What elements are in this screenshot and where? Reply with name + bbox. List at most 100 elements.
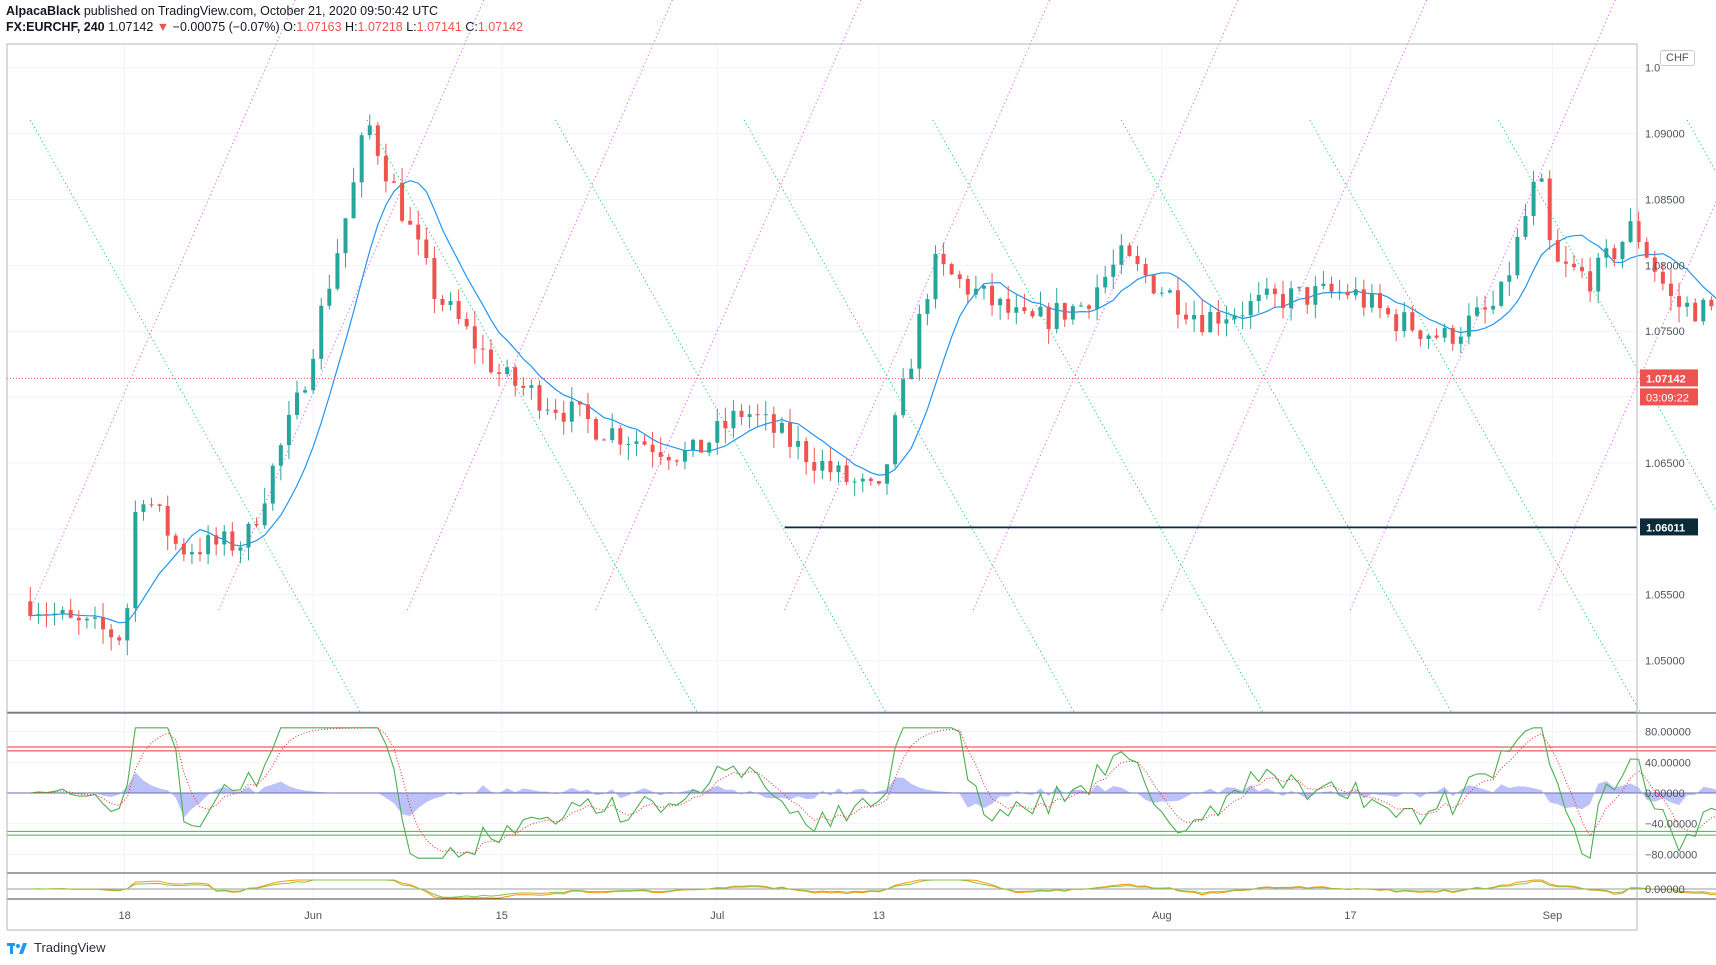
last-price-badge xyxy=(1640,369,1698,387)
candle-body xyxy=(464,319,469,327)
price-tick-label: 1.09000 xyxy=(1645,129,1685,141)
candle-body xyxy=(1135,255,1140,265)
candle-body xyxy=(1652,257,1657,272)
candle-body xyxy=(1208,311,1213,333)
candle-body xyxy=(1410,312,1415,331)
candle-body xyxy=(1474,307,1479,316)
candle-body xyxy=(1402,312,1407,332)
candle-body xyxy=(1159,292,1164,294)
candle-body xyxy=(1119,245,1124,265)
candle-body xyxy=(480,348,485,350)
candle-body xyxy=(36,614,41,616)
candle-body xyxy=(173,535,178,544)
time-tick-label: Jun xyxy=(304,910,322,922)
candle-body xyxy=(981,285,986,289)
osc-tick-label: 80.00000 xyxy=(1645,727,1691,739)
candle-body xyxy=(998,298,1003,306)
fib-fan-line-green xyxy=(1309,119,1641,713)
candle-body xyxy=(400,182,405,221)
candle-body xyxy=(804,441,809,463)
candle-body xyxy=(1200,314,1205,333)
candle-body xyxy=(537,385,542,411)
high-label: H: xyxy=(345,20,358,34)
candle-body xyxy=(1588,271,1593,292)
price-tick-label: 1.07500 xyxy=(1645,326,1685,338)
level-badge-label: 1.06011 xyxy=(1646,522,1685,534)
candle-body xyxy=(76,617,81,621)
candle-body xyxy=(957,274,962,280)
candle-body xyxy=(852,481,857,483)
candle-body xyxy=(1531,181,1536,217)
candle-body xyxy=(456,301,461,320)
last-price: 1.07142 xyxy=(108,20,154,34)
candle-body xyxy=(295,392,300,415)
candle-body xyxy=(133,511,138,609)
fib-fan-line-green xyxy=(1686,119,1716,173)
candle-body xyxy=(1038,306,1043,317)
fib-fan-line-green xyxy=(29,119,361,713)
candle-body xyxy=(723,421,728,429)
price-tick-label: 1.08000 xyxy=(1645,260,1685,272)
candle-body xyxy=(286,414,291,446)
candle-body xyxy=(1628,221,1633,242)
candle-body xyxy=(707,442,712,453)
candle-body xyxy=(440,298,445,305)
price-tick-label: 1.08500 xyxy=(1645,194,1685,206)
price-tick-label: 1.06500 xyxy=(1645,458,1685,470)
candle-body xyxy=(311,358,316,391)
candle-body xyxy=(1248,301,1253,316)
candle-body xyxy=(1547,178,1552,241)
candle-body xyxy=(1580,267,1585,272)
candle-body xyxy=(270,465,275,504)
main-pane-frame xyxy=(6,43,1638,713)
currency-badge[interactable]: CHF xyxy=(1660,50,1695,66)
candle-body xyxy=(860,478,865,482)
countdown-badge xyxy=(1640,388,1698,406)
fib-fan-line-magenta xyxy=(595,0,862,611)
candle-body xyxy=(351,182,356,219)
open-value: 1.07163 xyxy=(296,20,342,34)
fib-fan-line-green xyxy=(932,119,1264,713)
candle-body xyxy=(666,456,671,461)
footer-brand[interactable]: TradingView xyxy=(6,940,106,955)
candle-body xyxy=(92,617,97,619)
close-value: 1.07142 xyxy=(477,20,524,34)
osc2-line-green xyxy=(30,879,1716,898)
symbol-label: FX:EURCHF, 240 xyxy=(6,20,105,34)
candle-body xyxy=(1668,283,1673,297)
author-name[interactable]: AlpacaBlack xyxy=(6,4,81,18)
candle-body xyxy=(941,253,946,265)
candle-body xyxy=(1426,335,1431,339)
candle-body xyxy=(585,404,590,419)
candle-body xyxy=(739,410,744,417)
candle-body xyxy=(1612,248,1617,260)
candle-body xyxy=(52,613,57,616)
candle-body xyxy=(497,372,502,374)
price-change: −0.00075 (−0.07%) xyxy=(172,20,280,34)
candle-body xyxy=(820,460,825,471)
candle-body xyxy=(602,439,607,441)
candle-body xyxy=(569,401,574,422)
candle-body xyxy=(933,253,938,300)
candle-body xyxy=(925,299,930,314)
candle-body xyxy=(965,279,970,295)
candle-body xyxy=(763,414,768,416)
candle-body xyxy=(658,452,663,457)
fib-fan-line-magenta xyxy=(1349,0,1616,611)
candle-body xyxy=(1677,296,1682,307)
candle-body xyxy=(973,288,978,295)
candle-body xyxy=(1264,288,1269,295)
moving-average-line xyxy=(30,180,1716,624)
candle-body xyxy=(876,481,881,484)
candle-body xyxy=(1224,319,1229,324)
time-tick-label: Aug xyxy=(1152,910,1172,922)
candle-body xyxy=(553,409,558,413)
countdown-label: 03:09:22 xyxy=(1646,392,1689,404)
osc-tick-label: −40.00000 xyxy=(1645,819,1697,831)
candle-body xyxy=(1184,314,1189,320)
candle-body xyxy=(319,305,324,359)
candle-body xyxy=(181,543,186,555)
candle-body xyxy=(1095,287,1100,309)
candle-body xyxy=(1046,306,1051,329)
